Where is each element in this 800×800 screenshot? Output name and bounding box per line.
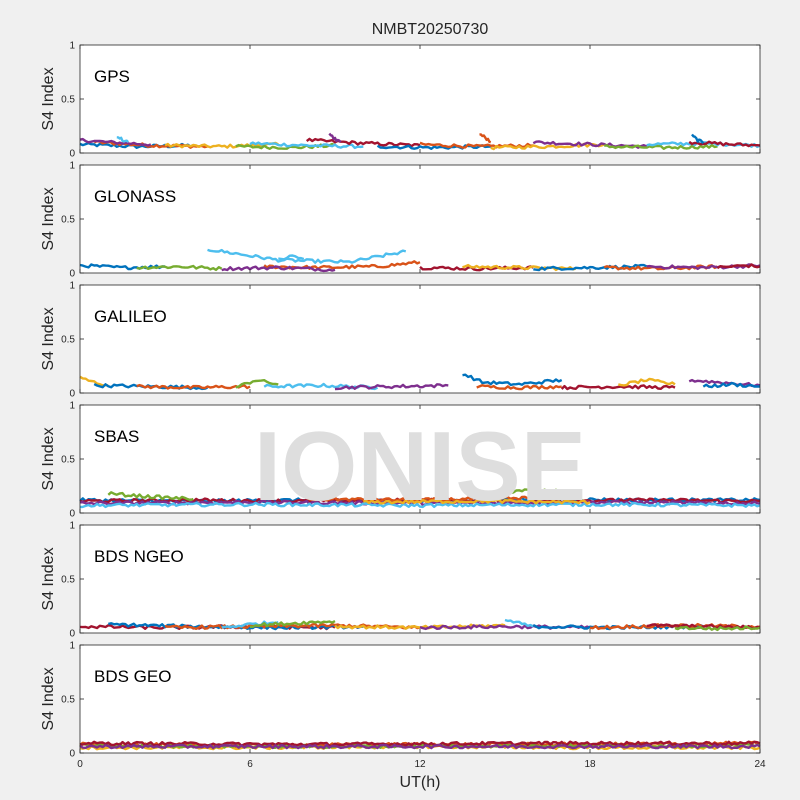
y-tick-label: 0.5 xyxy=(61,575,75,586)
y-tick-label: 0.5 xyxy=(61,695,75,706)
series-arc xyxy=(476,488,563,499)
figure-title: NMBT20250730 xyxy=(372,21,489,38)
panel-series xyxy=(79,373,761,391)
y-axis-label: S4 Index xyxy=(40,187,57,250)
x-tick-label: 0 xyxy=(77,759,83,770)
panel-plot-area xyxy=(80,45,760,153)
series-arc xyxy=(328,132,342,143)
y-tick-label: 0 xyxy=(69,149,75,160)
y-axis-label: S4 Index xyxy=(40,307,57,370)
series-arc xyxy=(716,263,761,270)
series-arc xyxy=(419,265,534,272)
series-arc xyxy=(164,141,279,149)
x-axis-label: UT(h) xyxy=(400,774,441,791)
series-arc xyxy=(504,618,534,628)
y-axis-label: S4 Index xyxy=(40,67,57,130)
x-tick-label: 24 xyxy=(754,759,766,770)
watermark: IONISE xyxy=(254,411,586,521)
panel-label: GALILEO xyxy=(94,307,167,326)
panel-label: SBAS xyxy=(94,427,139,446)
panel-glonass: 0 0.5 1 GLONASS S4 Index xyxy=(40,161,761,280)
series-arc xyxy=(419,141,534,149)
series-arc xyxy=(688,140,761,148)
series-arc xyxy=(79,743,761,750)
series-arc xyxy=(334,383,449,391)
series-arc xyxy=(305,137,421,148)
series-arc xyxy=(674,625,761,632)
panel-plot-area xyxy=(80,645,760,753)
panel-series xyxy=(79,740,761,751)
series-arc xyxy=(691,133,705,145)
y-axis-label: S4 Index xyxy=(40,427,57,490)
series-arc xyxy=(702,381,760,389)
y-tick-label: 0 xyxy=(69,389,75,400)
panel-label: BDS NGEO xyxy=(94,547,184,566)
panel-bds-geo: 0 0.5 1 BDS GEO S4 Index xyxy=(40,641,761,760)
series-arc xyxy=(136,383,251,390)
panel-plot-area xyxy=(80,165,760,273)
series-arc xyxy=(618,377,676,387)
series-arc xyxy=(603,264,719,271)
series-arc xyxy=(604,143,718,151)
series-arc xyxy=(79,137,152,147)
series-arc xyxy=(221,265,336,273)
y-tick-label: 1 xyxy=(69,401,75,412)
panel-sbas: 0 0.5 1 SBAS S4 Index xyxy=(40,401,761,520)
panel-bds-ngeo: 0 0.5 1 BDS NGEO S4 Index xyxy=(40,521,761,640)
y-tick-label: 0 xyxy=(69,749,75,760)
x-tick-label: 18 xyxy=(584,759,596,770)
x-tick-label: 12 xyxy=(414,759,426,770)
y-tick-label: 0 xyxy=(69,629,75,640)
panel-label: GLONASS xyxy=(94,187,176,206)
y-tick-label: 0.5 xyxy=(61,215,75,226)
series-arc xyxy=(476,384,562,391)
series-arc xyxy=(79,263,165,271)
x-axis-ticks: 0 6 12 18 24 xyxy=(77,759,766,770)
y-tick-label: 0 xyxy=(69,269,75,280)
panel-series xyxy=(79,618,761,632)
series-arc xyxy=(79,501,761,509)
panel-plot-area xyxy=(80,405,760,513)
panel-gps: 0 0.5 1 GPS S4 Index xyxy=(40,41,761,160)
panel-series xyxy=(79,248,761,273)
series-arc xyxy=(306,495,534,503)
y-tick-label: 1 xyxy=(69,281,75,292)
series-arc xyxy=(235,379,279,389)
y-tick-label: 0.5 xyxy=(61,95,75,106)
series-arc xyxy=(362,498,591,505)
panel-series xyxy=(79,488,761,509)
y-axis-label: S4 Index xyxy=(40,547,57,610)
y-tick-label: 1 xyxy=(69,41,75,52)
y-tick-label: 0.5 xyxy=(61,455,75,466)
panel-plot-area xyxy=(80,285,760,393)
y-axis-label: S4 Index xyxy=(40,667,57,730)
panel-series xyxy=(79,132,761,151)
series-arc xyxy=(107,491,194,502)
panel-label: GPS xyxy=(94,67,130,86)
y-tick-label: 1 xyxy=(69,161,75,172)
panel-galileo: 0 0.5 1 GALILEO S4 Index xyxy=(40,281,761,400)
series-arc xyxy=(249,141,364,150)
series-arc xyxy=(250,620,336,628)
y-tick-label: 1 xyxy=(69,641,75,652)
panel-label: BDS GEO xyxy=(94,667,171,686)
series-arc xyxy=(278,254,305,261)
series-arc xyxy=(533,263,648,272)
y-tick-label: 0.5 xyxy=(61,335,75,346)
y-tick-label: 0 xyxy=(69,509,75,520)
y-tick-label: 1 xyxy=(69,521,75,532)
series-arc xyxy=(207,248,407,264)
panels-group: 0 0.5 1 GPS S4 Index 0 0.5 1 GLONASS S4 Index 0 0.5… xyxy=(40,41,761,760)
series-arc xyxy=(79,740,761,747)
x-tick-label: 6 xyxy=(247,759,253,770)
series-arc xyxy=(560,384,676,391)
series-arc xyxy=(479,133,492,144)
series-arc xyxy=(116,136,130,144)
panel-plot-area xyxy=(80,525,760,633)
series-arc xyxy=(646,623,761,630)
series-arc xyxy=(462,373,563,387)
series-arc xyxy=(136,264,223,272)
